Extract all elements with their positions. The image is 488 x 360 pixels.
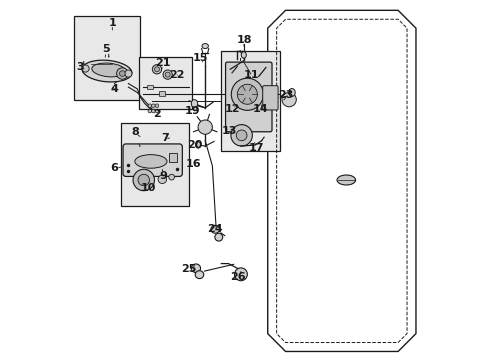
Circle shape	[165, 72, 170, 77]
Circle shape	[138, 174, 149, 186]
Ellipse shape	[336, 175, 355, 185]
Circle shape	[155, 109, 159, 113]
Circle shape	[237, 84, 257, 104]
Text: 21: 21	[155, 58, 170, 68]
Text: 9: 9	[159, 171, 166, 181]
Bar	[74, 17, 140, 100]
Text: 17: 17	[248, 143, 264, 153]
Ellipse shape	[82, 60, 132, 82]
Bar	[159, 91, 165, 96]
Text: 19: 19	[184, 107, 200, 116]
Ellipse shape	[195, 271, 203, 279]
Bar	[221, 51, 280, 151]
FancyBboxPatch shape	[262, 86, 278, 110]
Ellipse shape	[92, 63, 125, 77]
Circle shape	[231, 78, 263, 111]
Bar	[139, 57, 191, 109]
Ellipse shape	[210, 225, 219, 233]
Ellipse shape	[214, 233, 222, 241]
Circle shape	[124, 70, 132, 77]
Circle shape	[119, 71, 125, 76]
Text: 1: 1	[108, 18, 116, 28]
Circle shape	[236, 130, 246, 141]
Text: 22: 22	[168, 70, 184, 80]
Text: 4: 4	[110, 84, 118, 94]
Bar	[169, 153, 176, 162]
Circle shape	[230, 125, 252, 146]
Text: 2: 2	[153, 109, 161, 119]
Text: 23: 23	[278, 90, 293, 100]
FancyBboxPatch shape	[225, 62, 271, 132]
Text: 8: 8	[131, 127, 139, 137]
Ellipse shape	[191, 100, 197, 108]
PathPatch shape	[267, 10, 415, 351]
Circle shape	[116, 68, 128, 79]
Text: 13: 13	[222, 126, 237, 136]
Ellipse shape	[241, 52, 246, 58]
Ellipse shape	[191, 264, 200, 273]
Circle shape	[158, 175, 166, 184]
Circle shape	[148, 109, 151, 113]
Circle shape	[152, 64, 162, 74]
Text: 26: 26	[230, 272, 245, 282]
Text: 12: 12	[224, 104, 240, 113]
Circle shape	[282, 93, 296, 107]
Text: 3: 3	[76, 63, 84, 72]
Circle shape	[154, 67, 159, 72]
Text: 7: 7	[161, 133, 169, 143]
Bar	[121, 123, 189, 206]
Ellipse shape	[195, 142, 201, 148]
Text: 14: 14	[252, 104, 268, 113]
Text: 5: 5	[102, 44, 110, 54]
Ellipse shape	[202, 44, 208, 49]
Text: 10: 10	[140, 183, 155, 193]
Circle shape	[163, 70, 172, 79]
Circle shape	[151, 109, 155, 113]
Circle shape	[168, 174, 174, 180]
Circle shape	[234, 268, 247, 281]
Circle shape	[151, 104, 155, 108]
Bar	[147, 85, 152, 89]
Text: 11: 11	[244, 69, 259, 80]
Circle shape	[82, 65, 89, 72]
Circle shape	[198, 120, 212, 134]
Text: 25: 25	[181, 264, 196, 274]
Ellipse shape	[288, 89, 295, 96]
Circle shape	[155, 104, 159, 108]
FancyBboxPatch shape	[123, 144, 182, 176]
Text: 18: 18	[236, 35, 252, 45]
Circle shape	[133, 169, 154, 191]
Text: 15: 15	[192, 53, 208, 63]
Bar	[222, 51, 278, 150]
Circle shape	[148, 104, 151, 108]
Text: 24: 24	[207, 224, 223, 234]
Ellipse shape	[135, 155, 166, 168]
Text: 16: 16	[185, 159, 201, 169]
Text: 6: 6	[110, 163, 118, 173]
Text: 20: 20	[186, 140, 202, 150]
